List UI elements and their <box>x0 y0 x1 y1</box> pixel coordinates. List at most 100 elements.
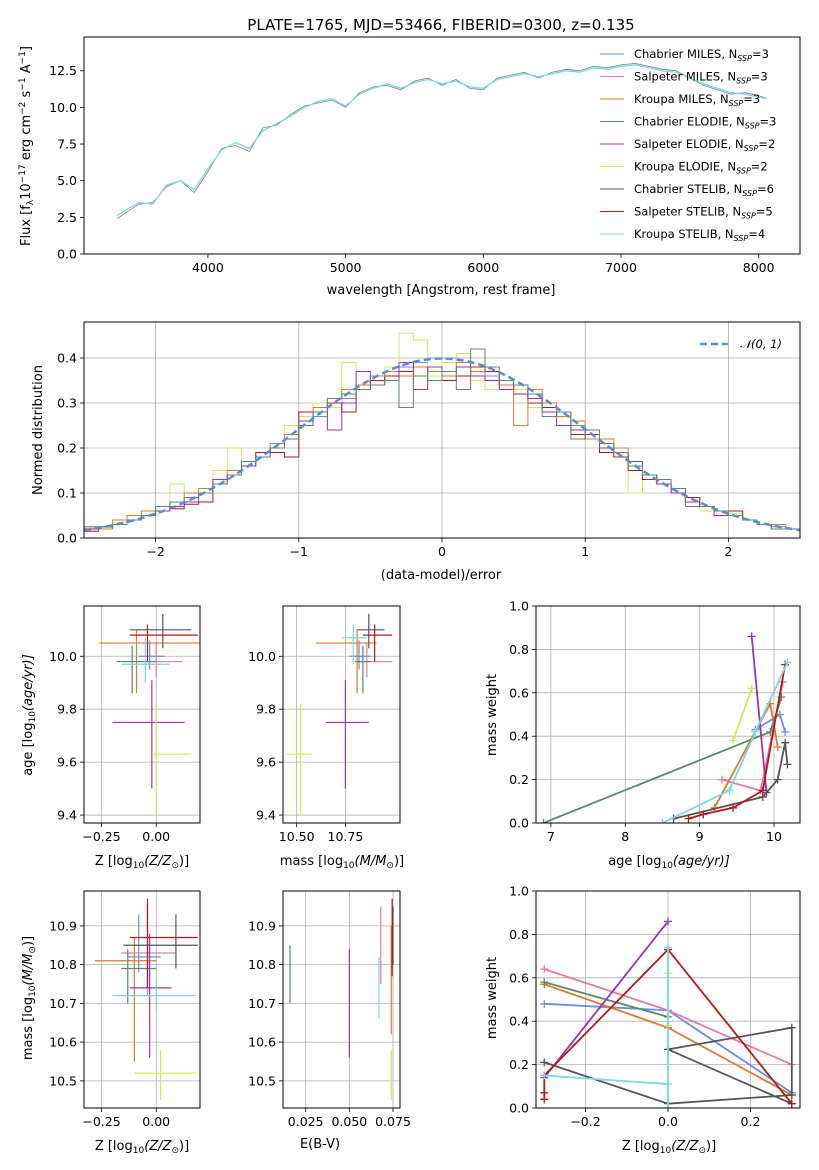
legend-val: =6 <box>757 182 774 196</box>
weight-marker <box>729 803 738 812</box>
massz-xl-rest: (Z/Z <box>144 1139 172 1154</box>
x-tick-label: −0.25 <box>82 1114 120 1129</box>
x-tick-label: 9 <box>696 829 704 844</box>
x-tick-label: 0.2 <box>741 1114 761 1129</box>
legend-entry: Chabrier MILES, NSSP=3 <box>634 47 769 63</box>
y-tick-label: 1.0 <box>509 599 529 614</box>
weight-marker <box>773 743 782 752</box>
weight-series-line <box>543 696 783 823</box>
spectrum-ylabel-exp2: −2 <box>18 102 28 115</box>
spectrum-line-model <box>116 64 768 217</box>
weight-series-line <box>688 664 786 820</box>
weight-marker <box>775 710 784 719</box>
legend-sub: SSP <box>741 212 756 221</box>
legend-val: =2 <box>758 137 775 151</box>
weight-marker <box>747 684 756 693</box>
massz-xl-a: Z [log <box>95 1139 133 1154</box>
weight-marker <box>787 1099 796 1108</box>
y-tick-label: 10.8 <box>248 957 276 972</box>
x-tick-label: 0 <box>438 544 446 559</box>
massz-yl-rest: (M/M <box>21 954 36 986</box>
y-tick-label: 5.0 <box>57 173 77 188</box>
massz-yl-sub: 10 <box>28 985 38 997</box>
y-tick-label: 0.6 <box>509 685 529 700</box>
x-tick-label: 4000 <box>192 260 224 275</box>
y-tick-label: 0.6 <box>509 970 529 985</box>
agez-xl-sun: ⊙ <box>171 861 179 871</box>
weight-series-line <box>543 920 669 1079</box>
agemass-xl-rest: (M/M <box>355 854 387 869</box>
x-tick-label: 0.00 <box>142 1114 170 1129</box>
legend-val: =3 <box>752 47 769 61</box>
y-tick-label: 10.6 <box>248 1035 276 1050</box>
spectrum-line-data <box>116 62 768 220</box>
legend-val: =3 <box>751 70 768 84</box>
axes-frame <box>535 890 801 1109</box>
y-tick-label: 10.7 <box>49 996 77 1011</box>
legend-entry: Kroupa STELIB, NSSP=4 <box>634 227 765 243</box>
weight-marker <box>540 1088 549 1097</box>
legend-sub: SSP <box>736 167 751 176</box>
y-tick-label: 10.6 <box>49 1035 77 1050</box>
weight-vs-Z-panel: −0.2 0.0 0.2 0.0 0.2 0.4 0.6 0.8 1.0 <box>509 884 801 1129</box>
agez-xl-close: )] <box>179 854 189 869</box>
axes-frame <box>83 321 801 539</box>
x-tick-label: 7 <box>547 829 555 844</box>
y-tick-label: 0.8 <box>509 642 529 657</box>
weight-marker <box>684 814 693 823</box>
legend-entry: Salpeter ELODIE, NSSP=2 <box>634 137 775 153</box>
weight-marker <box>751 727 760 736</box>
legend-entry: Salpeter STELIB, NSSP=5 <box>634 205 773 221</box>
legend-val: =5 <box>756 205 773 219</box>
massz-yl-close: )] <box>21 936 36 946</box>
age-vs-mass-panel: 10.50 10.75 9.4 9.6 9.8 10.0 <box>248 605 401 844</box>
weight-series-line <box>544 1026 793 1105</box>
spectrum-ylabel-rest: 10 <box>19 183 34 200</box>
normal-legend-label: 𝒩(0, 1) <box>740 337 782 351</box>
y-tick-label: 10.0 <box>49 649 77 664</box>
x-tick-label: 0.025 <box>288 1114 324 1129</box>
weight-lines <box>539 632 792 823</box>
weight-marker <box>717 775 726 784</box>
spectrum-ylabel-a: Flux [f <box>19 205 34 246</box>
x-tick-label: 8 <box>621 829 629 844</box>
y-tick-label: 0.3 <box>57 396 77 411</box>
weight-vs-age-panel: 7 8 9 10 0.0 0.2 0.4 0.6 0.8 1.0 <box>509 599 801 844</box>
spectrum-ylabel-sub: λ <box>26 199 36 205</box>
agez-yl-a: age [log <box>21 723 36 776</box>
y-tick-label: 10.7 <box>248 996 276 1011</box>
weight-marker <box>781 727 790 736</box>
y-tick-label: 9.4 <box>57 808 77 823</box>
weight-marker <box>773 775 782 784</box>
weight-marker <box>540 999 549 1008</box>
spectrum-title: PLATE=1765, MJD=53466, FIBERID=0300, z=0… <box>247 16 634 34</box>
y-tick-label: 9.8 <box>256 702 276 717</box>
massebv-xlabel: E(B-V) <box>300 1137 340 1152</box>
x-tick-label: 0.075 <box>375 1114 411 1129</box>
legend-sub: SSP <box>744 144 759 153</box>
weight-marker <box>664 1080 672 1089</box>
y-tick-label: 0.4 <box>509 729 529 744</box>
massz-xl-sub: 10 <box>133 1146 145 1156</box>
plot-layer: 4000 5000 6000 7000 80000.02.55.07.510.012.5… <box>49 36 801 1129</box>
y-tick-label: 9.4 <box>256 808 276 823</box>
weight-marker <box>783 658 792 667</box>
weight-marker <box>729 736 738 745</box>
y-tick-label: 0.0 <box>57 247 77 262</box>
weight-marker <box>699 810 708 819</box>
wz-xl-sub: 10 <box>660 1146 672 1156</box>
y-tick-label: 0.4 <box>509 1014 529 1029</box>
y-tick-label: 12.5 <box>49 63 77 78</box>
agez-xlabel: Z [log10(Z/Z⊙)] <box>95 854 189 871</box>
wage-ylabel: mass weight <box>485 674 500 756</box>
wage-xl-sub: 10 <box>661 861 673 871</box>
legend-name: Kroupa MILES, N <box>634 92 729 106</box>
y-tick-label: 0.4 <box>57 351 77 366</box>
y-tick-label: 9.6 <box>57 755 77 770</box>
legend-entry: Chabrier STELIB, NSSP=6 <box>634 182 774 198</box>
hist-series-chabrier-elodie <box>84 348 800 530</box>
spectrum-ylabel-u2: s <box>19 90 34 101</box>
y-tick-label: 1.0 <box>509 884 529 899</box>
spectrum-panel: 4000 5000 6000 7000 8000 0.0 2.5 5.0 7.5 10.0 12.5… <box>49 36 801 275</box>
massz-yl-a: mass [log <box>21 997 36 1060</box>
